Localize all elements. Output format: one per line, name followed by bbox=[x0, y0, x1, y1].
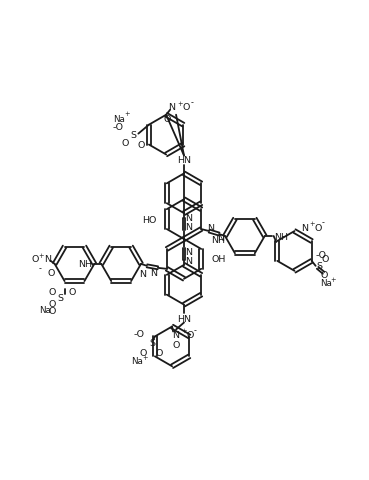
Text: -: - bbox=[322, 218, 325, 227]
Text: O: O bbox=[163, 115, 171, 124]
Text: N: N bbox=[208, 223, 215, 232]
Text: O: O bbox=[69, 288, 76, 297]
Text: S: S bbox=[149, 338, 155, 347]
Text: NH: NH bbox=[274, 232, 288, 241]
Text: N: N bbox=[186, 222, 193, 231]
Text: O: O bbox=[138, 141, 145, 150]
Text: +: + bbox=[142, 355, 148, 360]
Text: N: N bbox=[218, 233, 225, 242]
Text: O: O bbox=[315, 223, 322, 232]
Text: O: O bbox=[182, 103, 190, 112]
Text: +: + bbox=[310, 221, 315, 227]
Text: N: N bbox=[173, 330, 180, 339]
Text: NH: NH bbox=[78, 260, 92, 269]
Text: -: - bbox=[38, 264, 41, 273]
Text: O: O bbox=[48, 269, 55, 278]
Text: HN: HN bbox=[177, 314, 191, 324]
Text: O: O bbox=[122, 139, 129, 148]
Text: O: O bbox=[155, 348, 163, 357]
Text: N: N bbox=[151, 269, 158, 278]
Text: HN: HN bbox=[177, 156, 191, 165]
Text: +: + bbox=[177, 101, 183, 107]
Text: N: N bbox=[186, 248, 193, 257]
Text: +: + bbox=[38, 252, 44, 258]
Text: O: O bbox=[49, 300, 56, 309]
Text: O: O bbox=[139, 348, 147, 357]
Text: Na: Na bbox=[131, 356, 143, 365]
Text: -O: -O bbox=[134, 329, 145, 338]
Text: HO: HO bbox=[142, 215, 157, 224]
Text: O: O bbox=[31, 255, 38, 264]
Text: O: O bbox=[172, 340, 180, 349]
Text: Na: Na bbox=[114, 115, 125, 124]
Text: -: - bbox=[190, 98, 193, 107]
Text: O: O bbox=[49, 288, 56, 297]
Text: N: N bbox=[186, 213, 193, 222]
Text: -: - bbox=[193, 325, 196, 334]
Text: S: S bbox=[130, 131, 137, 140]
Text: N: N bbox=[169, 103, 176, 112]
Text: S: S bbox=[317, 262, 323, 271]
Text: Na: Na bbox=[39, 305, 51, 314]
Text: -O: -O bbox=[315, 251, 327, 260]
Text: N: N bbox=[301, 223, 308, 232]
Text: O: O bbox=[322, 255, 329, 264]
Text: Na: Na bbox=[320, 279, 331, 288]
Text: N: N bbox=[44, 255, 51, 264]
Text: N: N bbox=[186, 257, 193, 266]
Text: +: + bbox=[331, 276, 336, 282]
Text: S: S bbox=[58, 294, 63, 302]
Text: O: O bbox=[321, 271, 328, 280]
Text: +: + bbox=[181, 328, 187, 334]
Text: O: O bbox=[186, 330, 194, 339]
Text: NH: NH bbox=[211, 235, 225, 244]
Text: -O: -O bbox=[113, 123, 124, 132]
Text: N: N bbox=[139, 270, 146, 279]
Text: OH: OH bbox=[211, 255, 225, 264]
Text: O: O bbox=[49, 306, 56, 315]
Text: +: + bbox=[125, 110, 130, 117]
